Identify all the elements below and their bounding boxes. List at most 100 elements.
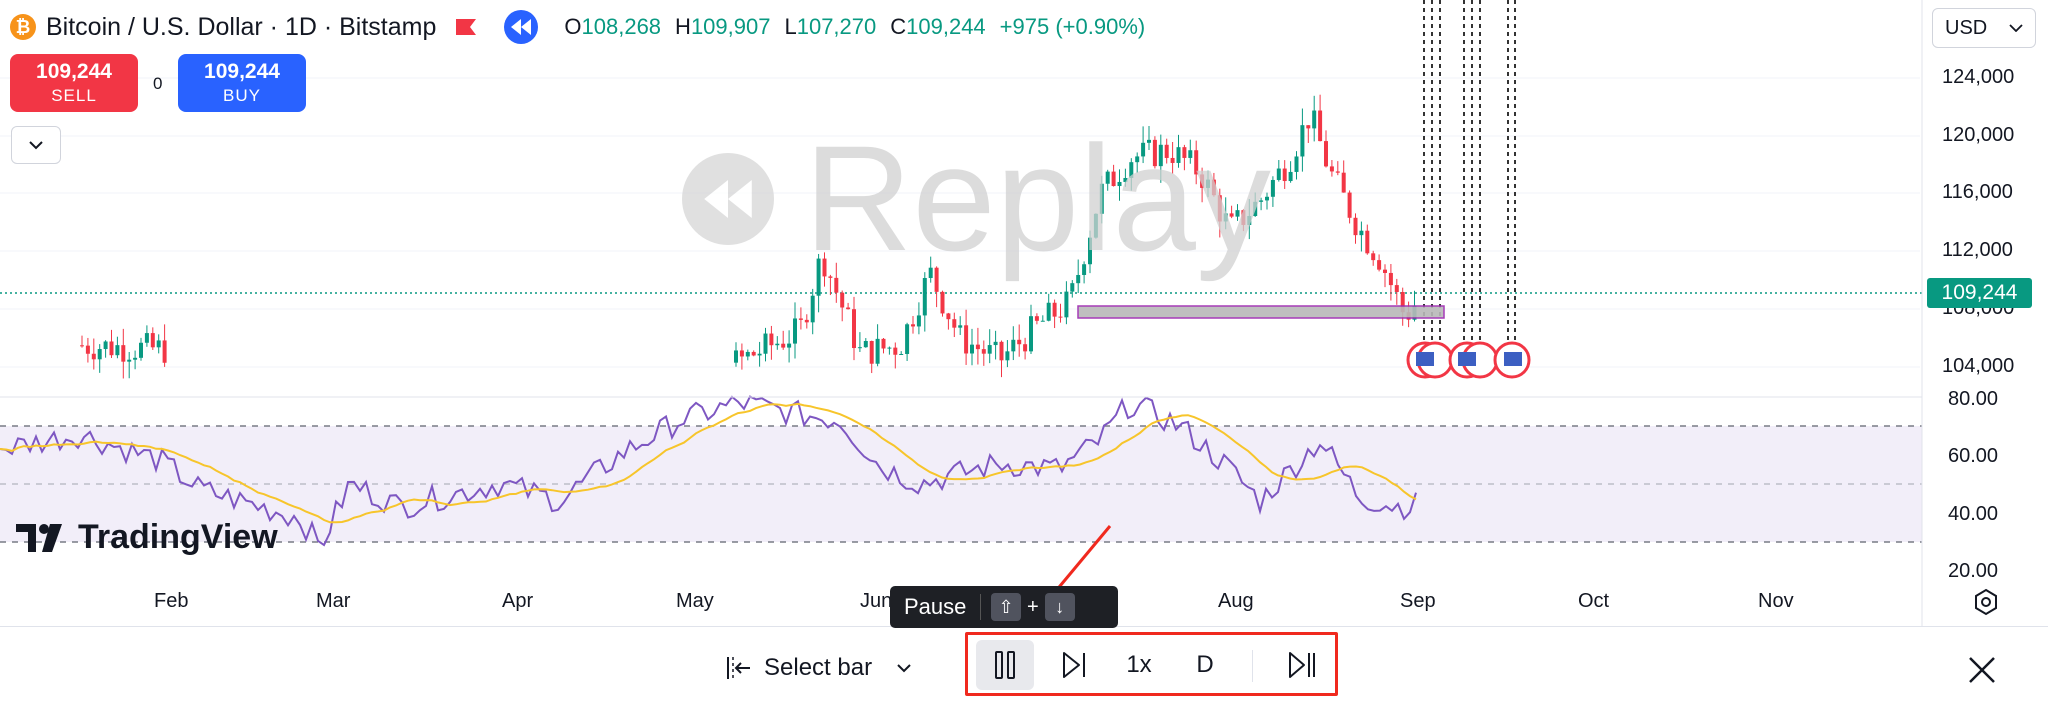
candle-body: [739, 350, 744, 357]
spread-value: 0: [153, 74, 163, 93]
tradingview-logo[interactable]: TradingView: [16, 518, 278, 557]
candle-body: [905, 324, 910, 354]
replay-icon[interactable]: [504, 10, 539, 44]
symbol-title[interactable]: Bitcoin / U.S. Dollar · 1D · Bitstamp: [46, 12, 437, 41]
candle-body: [1377, 260, 1382, 270]
candle-body: [1058, 316, 1063, 318]
candle-body: [1152, 139, 1157, 167]
candle-body: [1099, 183, 1104, 214]
candle-body: [787, 343, 792, 348]
candle-body: [1017, 339, 1022, 345]
candle-body: [1164, 144, 1169, 158]
rsi-axis-label: 20.00: [1948, 560, 1999, 582]
speed-button[interactable]: 1x: [1126, 651, 1152, 678]
arrow-down-key: ↓: [1044, 593, 1075, 621]
chevron-down-icon[interactable]: [896, 663, 912, 673]
candle-body: [1229, 213, 1234, 217]
candle-body: [121, 345, 126, 362]
candle-body: [846, 307, 851, 310]
candle-body: [798, 318, 803, 320]
candle-body: [1383, 269, 1387, 273]
symbol-header: ₿ Bitcoin / U.S. Dollar · 1D · Bitstamp …: [10, 8, 1145, 46]
candle-body: [911, 324, 915, 327]
candle-body: [91, 353, 96, 360]
time-axis-label: Jun: [860, 590, 893, 612]
time-axis-label: Mar: [316, 590, 351, 612]
candle-body: [1194, 150, 1199, 175]
candle-body: [1318, 110, 1323, 142]
candle-body: [881, 338, 886, 349]
candle-body: [1329, 166, 1334, 172]
close-icon[interactable]: [1962, 650, 2002, 690]
shift-key: ⇧: [991, 593, 1021, 621]
jump-to-realtime-button[interactable]: [1280, 640, 1324, 690]
candle-body: [1353, 217, 1358, 236]
candle-body: [1235, 210, 1240, 217]
candle-body: [1259, 200, 1264, 202]
candle-body: [875, 338, 880, 364]
candle-body: [810, 295, 815, 323]
candle-body: [1335, 171, 1340, 173]
price-axis-label: 124,000: [1942, 66, 2015, 88]
candle-body: [1394, 285, 1399, 292]
candle-body: [103, 341, 108, 350]
replay-icon: [682, 152, 774, 245]
last-price-tag: 109,244: [1927, 278, 2032, 308]
candle-body: [793, 318, 797, 344]
candle-body: [1034, 316, 1039, 321]
candle-body: [1341, 172, 1346, 193]
candle-body: [1123, 177, 1128, 182]
step-forward-button[interactable]: [1052, 640, 1096, 690]
candlestick-series: [80, 94, 1417, 379]
flag-icon[interactable]: [456, 19, 477, 35]
jump-to-bar-icon: [727, 657, 750, 679]
candle-body: [834, 277, 839, 293]
tradingview-icon: [16, 523, 62, 552]
candle-body: [928, 267, 933, 279]
candle-body: [85, 345, 90, 354]
price-change: +975 (+0.90%): [999, 14, 1146, 39]
candle-body: [1306, 125, 1311, 129]
candle-body: [150, 333, 155, 348]
candle-body: [109, 341, 114, 356]
candle-body: [970, 344, 974, 354]
candle-body: [1111, 171, 1116, 187]
candle-body: [1211, 179, 1216, 196]
candle-body: [1371, 253, 1376, 261]
candle-body: [115, 345, 120, 356]
candle-body: [958, 325, 963, 328]
currency-select[interactable]: USD: [1932, 8, 2036, 48]
candle-body: [946, 313, 951, 320]
ohlc-values: O108,268 H109,907 L107,270 C109,244 +975…: [564, 14, 1146, 39]
sell-button[interactable]: 109,244 SELL: [10, 54, 138, 112]
buy-button[interactable]: 109,244 BUY: [178, 54, 306, 112]
collapse-button[interactable]: [11, 126, 61, 164]
candle-body: [993, 341, 998, 346]
select-bar-button[interactable]: Select bar: [724, 646, 912, 690]
candle-body: [775, 343, 780, 346]
candle-body: [1276, 168, 1281, 180]
toolbar-divider: [1252, 650, 1253, 682]
grid: [0, 77, 1920, 368]
rsi-ma-line: [0, 402, 1417, 524]
candle-body: [1052, 302, 1057, 317]
pause-button[interactable]: [976, 640, 1034, 690]
candle-body: [999, 341, 1004, 361]
candle-body: [1158, 144, 1163, 167]
candle-body: [1093, 213, 1098, 238]
time-axis-label: Sep: [1400, 590, 1436, 612]
interval-button[interactable]: D: [1196, 651, 1214, 678]
event-flags: [1406, 341, 1531, 379]
candle-body: [1206, 179, 1210, 188]
candle-body: [981, 349, 986, 354]
candle-body: [1359, 230, 1364, 236]
candle-body: [869, 340, 874, 364]
settings-icon[interactable]: [1972, 588, 2000, 616]
candle-body: [1170, 157, 1175, 163]
candle-body: [1324, 141, 1328, 167]
candle-body: [133, 357, 138, 360]
candle-body: [934, 267, 939, 292]
candle-body: [1141, 142, 1146, 157]
candle-body: [899, 353, 904, 355]
